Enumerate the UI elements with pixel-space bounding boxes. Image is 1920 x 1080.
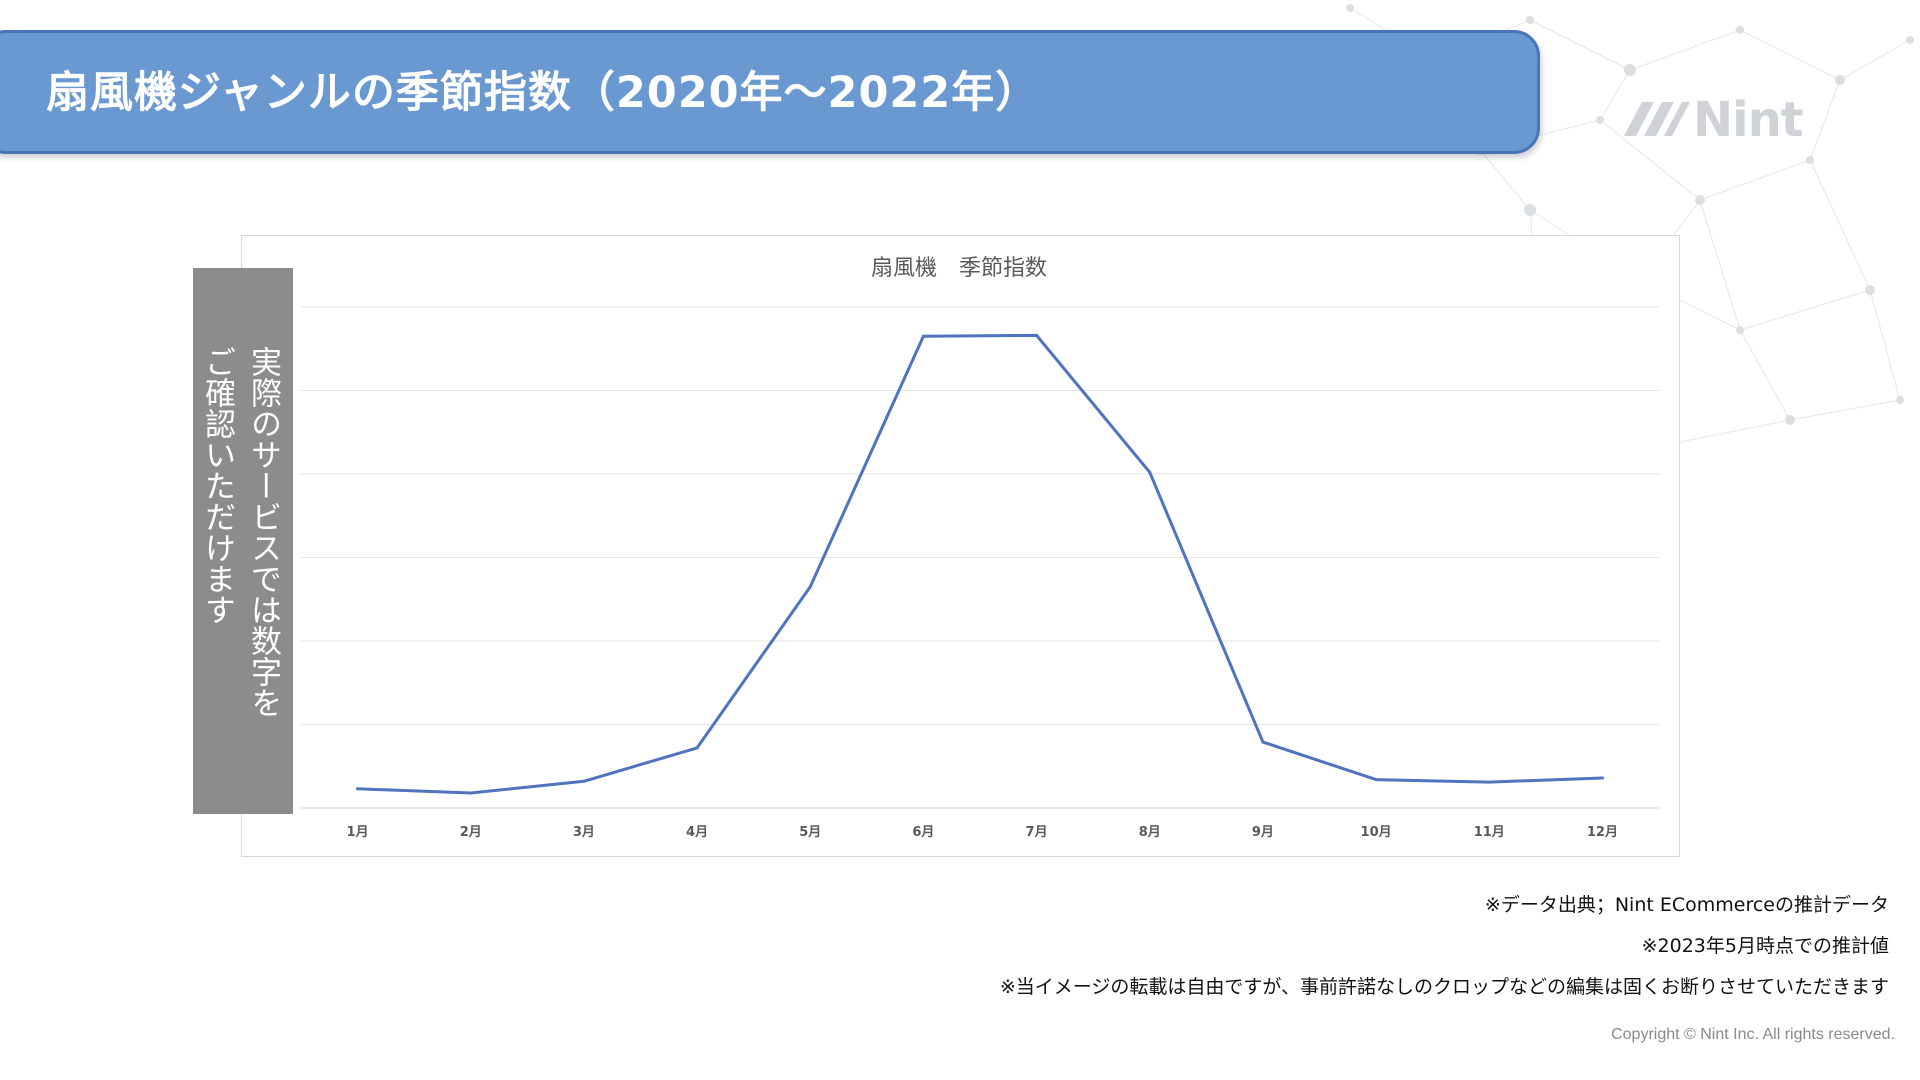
data-point bbox=[1148, 470, 1152, 474]
copyright: Copyright © Nint Inc. All rights reserve… bbox=[1611, 1026, 1895, 1043]
x-tick-label: 12月 bbox=[1587, 825, 1618, 840]
overlay-text-line2: ご確認いただけます bbox=[199, 346, 235, 625]
chart-frame bbox=[241, 235, 1680, 857]
data-point bbox=[808, 585, 812, 589]
x-tick-label: 10月 bbox=[1361, 825, 1392, 840]
data-point bbox=[695, 746, 699, 750]
x-tick-label: 1月 bbox=[347, 825, 369, 840]
data-point bbox=[1035, 333, 1039, 337]
source-note: ※データ出典；Nint ECommerceの推計データ bbox=[1484, 894, 1889, 916]
page-title: 扇風機ジャンルの季節指数（2020年〜2022年） bbox=[46, 68, 1040, 118]
data-point bbox=[1600, 776, 1604, 780]
data-point bbox=[1487, 780, 1491, 784]
x-tick-label: 7月 bbox=[1026, 825, 1048, 840]
data-point bbox=[356, 787, 360, 791]
series-line bbox=[356, 333, 1604, 795]
title-banner bbox=[0, 30, 1540, 154]
x-tick-label: 3月 bbox=[573, 825, 595, 840]
data-point bbox=[1261, 740, 1265, 744]
chart-title: 扇風機 季節指数 bbox=[871, 256, 1047, 281]
data-point bbox=[921, 334, 925, 338]
data-hidden-overlay: 実際のサービスでは数字を ご確認いただけます bbox=[193, 268, 293, 814]
overlay-text-line1: 実際のサービスでは数字を bbox=[245, 346, 281, 718]
nint-logo-icon bbox=[1624, 102, 1690, 136]
logo-text: Nint bbox=[1693, 92, 1804, 148]
x-tick-label: 4月 bbox=[686, 825, 708, 840]
data-point bbox=[1374, 778, 1378, 782]
x-tick-label: 6月 bbox=[912, 825, 934, 840]
x-tick-label: 9月 bbox=[1252, 825, 1274, 840]
seasonal-index-chart: 扇風機 季節指数 1月 2月 3月 4月 5月 6月 7月 8月 9月 10月 11月 12月 bbox=[301, 256, 1659, 840]
x-tick-label: 5月 bbox=[799, 825, 821, 840]
x-tick-label: 2月 bbox=[460, 825, 482, 840]
estimate-date-note: ※2023年5月時点での推計値 bbox=[1641, 935, 1889, 957]
x-tick-label: 8月 bbox=[1139, 825, 1161, 840]
data-point bbox=[582, 779, 586, 783]
x-tick-label: 11月 bbox=[1474, 825, 1505, 840]
reprint-policy-note: ※当イメージの転載は自由ですが、事前許諾なしのクロップなどの編集は固くお断りさせ… bbox=[999, 976, 1889, 998]
data-point bbox=[469, 791, 473, 795]
